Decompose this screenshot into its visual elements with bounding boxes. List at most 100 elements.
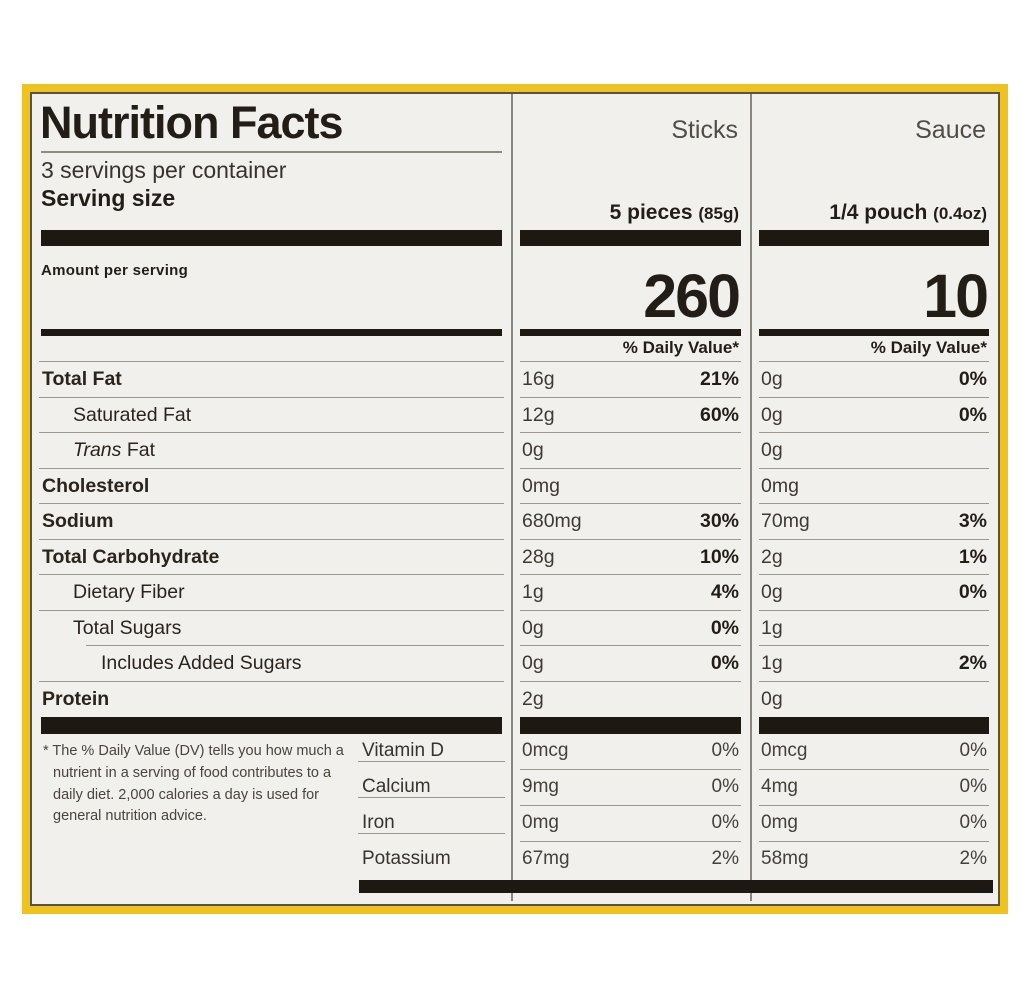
serving-size-sticks: 5 pieces (85g) (610, 201, 739, 225)
bottom-rule (359, 880, 993, 893)
sticks-dv: 0% (711, 740, 739, 761)
sauce-amount: 2g (761, 545, 783, 568)
sauce-dv: 0% (958, 581, 987, 603)
thick-rule (32, 230, 998, 246)
sauce-amount: 0mg (761, 474, 799, 497)
nutrient-row-cholesterol: Cholesterol 0mg 0mg (32, 469, 998, 505)
nutrient-label-italic: Trans (73, 439, 122, 461)
sauce-amount: 1g (761, 652, 783, 674)
sticks-dv: 2% (711, 848, 739, 869)
title-rule (41, 151, 502, 154)
sauce-dv: 0% (959, 740, 987, 761)
sticks-amount: 0mg (522, 812, 559, 833)
sticks-dv: 0% (711, 812, 739, 833)
column-divider-sticks (511, 94, 513, 901)
nutrient-row-dietary-fiber: Dietary Fiber 1g 4% 0g 0% (32, 575, 998, 611)
header-section: Nutrition Facts 3 servings per container… (32, 96, 998, 230)
sauce-amount: 0mg (761, 812, 798, 833)
nutrient-label: Cholesterol (42, 474, 150, 497)
nutrient-label: Total Carbohydrate (42, 545, 220, 568)
sticks-amount: 9mg (522, 776, 559, 797)
nutrient-label: Includes Added Sugars (101, 652, 302, 674)
column-header-sauce: Sauce (915, 116, 986, 144)
nutrient-row-protein: Protein 2g 0g (32, 682, 998, 718)
nutrient-label: Saturated Fat (73, 403, 192, 426)
nutrient-label: Fat (121, 439, 155, 461)
nutrient-label: Total Sugars (73, 616, 182, 639)
sauce-amount: 0g (761, 403, 783, 426)
sticks-amount: 28g (522, 545, 555, 568)
sauce-amount: 4mg (761, 776, 798, 797)
sauce-dv: 2% (959, 848, 987, 869)
amount-per-serving-label: Amount per serving (41, 262, 189, 279)
nutrition-facts-label: Nutrition Facts 3 servings per container… (22, 84, 1008, 914)
serving-size-label: Serving size (41, 185, 176, 212)
medium-rule (32, 329, 998, 336)
micro-label: Potassium (362, 848, 451, 869)
calories-sticks: 260 (643, 262, 741, 330)
sticks-dv: 60% (699, 403, 739, 426)
calories-sauce: 10 (923, 262, 989, 330)
column-header-sticks: Sticks (671, 116, 738, 144)
column-divider-sauce (750, 94, 752, 901)
sauce-dv: 3% (958, 510, 987, 532)
sticks-amount: 0mg (522, 474, 560, 497)
nutrient-row-trans-fat: Trans Fat 0g 0g (32, 433, 998, 469)
sticks-dv: 4% (710, 581, 739, 603)
sticks-amount: 0g (522, 652, 544, 674)
sauce-amount: 0g (761, 581, 783, 603)
sticks-dv: 10% (699, 545, 739, 568)
nutrient-row-saturated-fat: Saturated Fat 12g 60% 0g 0% (32, 398, 998, 434)
nutrient-row-total-sugars: Total Sugars 0g 0% 1g (32, 611, 998, 647)
sticks-amount: 12g (522, 403, 555, 426)
nutrient-row-sodium: Sodium 680mg 30% 70mg 3% (32, 504, 998, 540)
micro-label: Iron (362, 812, 395, 833)
sauce-dv: 0% (958, 368, 987, 390)
micro-row-iron: Iron 0mg 0% 0mg 0% (32, 806, 998, 842)
label-panel: Nutrition Facts 3 servings per container… (30, 92, 1000, 906)
daily-value-header-sticks: % Daily Value* (622, 338, 739, 357)
daily-value-header-row: % Daily Value* % Daily Value* (32, 336, 998, 362)
sticks-dv: 21% (699, 368, 739, 390)
sauce-amount: 58mg (761, 848, 809, 869)
daily-value-header-sauce: % Daily Value* (870, 338, 987, 357)
calories-section: Amount per serving 260 10 (32, 246, 998, 328)
sticks-amount: 2g (522, 687, 544, 710)
thick-rule-2 (32, 717, 998, 734)
sticks-amount: 0mcg (522, 740, 569, 761)
sticks-amount: 16g (522, 368, 555, 390)
sauce-dv: 0% (959, 776, 987, 797)
sauce-dv: 0% (959, 812, 987, 833)
label-title: Nutrition Facts (40, 97, 344, 148)
nutrient-row-total-carbohydrate: Total Carbohydrate 28g 10% 2g 1% (32, 540, 998, 576)
nutrient-label: Total Fat (42, 368, 122, 390)
sauce-amount: 1g (761, 616, 783, 639)
serving-size-sticks-weight: (85g) (698, 204, 739, 223)
sauce-dv: 1% (958, 545, 987, 568)
nutrient-row-total-fat: Total Fat 16g 21% 0g 0% (32, 362, 998, 398)
daily-value-footnote: * The % Daily Value (DV) tells you how m… (43, 743, 344, 825)
sticks-dv: 0% (711, 776, 739, 797)
sauce-amount: 0g (761, 368, 783, 390)
sauce-amount: 0g (761, 687, 783, 710)
sauce-amount: 70mg (761, 510, 810, 532)
serving-size-sticks-amount: 5 pieces (609, 201, 693, 224)
sticks-dv: 0% (710, 652, 739, 674)
micro-label: Calcium (362, 776, 431, 797)
servings-per-container: 3 servings per container (41, 157, 287, 184)
serving-size-sauce: 1/4 pouch (0.4oz) (829, 201, 987, 225)
sauce-dv: 0% (958, 403, 987, 426)
sauce-dv: 2% (958, 652, 987, 674)
nutrient-label: Protein (42, 687, 110, 710)
nutrient-label: Sodium (42, 510, 114, 532)
micronutrient-section: * The % Daily Value (DV) tells you how m… (32, 734, 998, 893)
sticks-amount: 680mg (522, 510, 582, 532)
serving-size-sauce-weight: (0.4oz) (933, 204, 987, 223)
serving-size-sauce-amount: 1/4 pouch (829, 201, 928, 224)
sticks-amount: 67mg (522, 848, 570, 869)
sticks-amount: 1g (522, 581, 544, 603)
micro-label: Vitamin D (362, 740, 445, 761)
sticks-amount: 0g (522, 616, 544, 639)
sauce-amount: 0mcg (761, 740, 808, 761)
